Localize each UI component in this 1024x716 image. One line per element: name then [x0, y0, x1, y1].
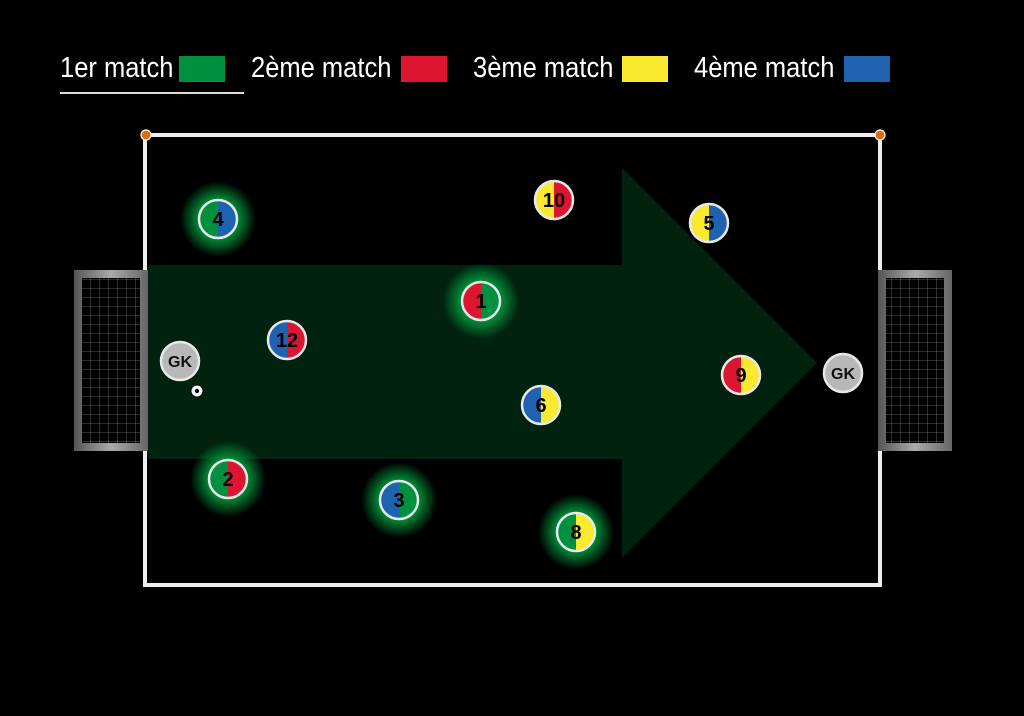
corner-flag-icon [874, 129, 886, 141]
player-number: 12 [276, 330, 298, 352]
legend-item-match-4[interactable]: 4ème match [694, 52, 890, 85]
player-number: 4 [212, 209, 224, 231]
legend-swatch-red [400, 55, 447, 82]
player-5[interactable]: 5 [688, 202, 730, 244]
player-number: 2 [222, 469, 233, 491]
goalkeeper-left[interactable]: GK [159, 340, 201, 382]
player-number: 8 [570, 522, 581, 544]
player-12[interactable]: 12 [266, 319, 308, 361]
legend-label: 4ème match [694, 52, 835, 84]
goalkeeper-label: GK [168, 354, 192, 371]
player-9[interactable]: 9 [720, 354, 762, 396]
corner-flag-icon [140, 129, 152, 141]
active-underline [60, 92, 244, 94]
soccer-ball-icon [190, 384, 204, 398]
goal-left [74, 270, 148, 451]
legend: 1er match 2ème match 3ème match 4ème mat… [60, 52, 916, 94]
legend-item-match-3[interactable]: 3ème match [473, 52, 669, 85]
player-3[interactable]: 3 [361, 462, 437, 538]
legend-label: 1er match [60, 52, 174, 84]
legend-item-match-2[interactable]: 2ème match [251, 52, 447, 85]
player-4[interactable]: 4 [180, 181, 256, 257]
attack-direction-arrow [148, 168, 817, 558]
player-8[interactable]: 8 [538, 494, 614, 570]
player-number: 9 [735, 365, 746, 387]
goal-right [878, 270, 952, 451]
player-2[interactable]: 2 [190, 441, 266, 517]
player-10[interactable]: 10 [533, 179, 575, 221]
legend-label: 3ème match [472, 52, 613, 84]
player-1[interactable]: 1 [443, 263, 519, 339]
goalkeeper-right[interactable]: GK [822, 352, 864, 394]
player-6[interactable]: 6 [520, 384, 562, 426]
goalkeeper-label: GK [831, 366, 855, 383]
legend-label: 2ème match [250, 52, 392, 84]
player-number: 10 [543, 190, 565, 212]
legend-item-match-1[interactable]: 1er match [60, 52, 244, 94]
player-number: 1 [475, 291, 486, 313]
legend-swatch-yellow [622, 55, 669, 82]
legend-swatch-blue [843, 55, 890, 82]
player-number: 3 [393, 490, 404, 512]
legend-swatch-green [178, 55, 225, 82]
player-number: 5 [703, 213, 714, 235]
player-number: 6 [535, 395, 546, 417]
